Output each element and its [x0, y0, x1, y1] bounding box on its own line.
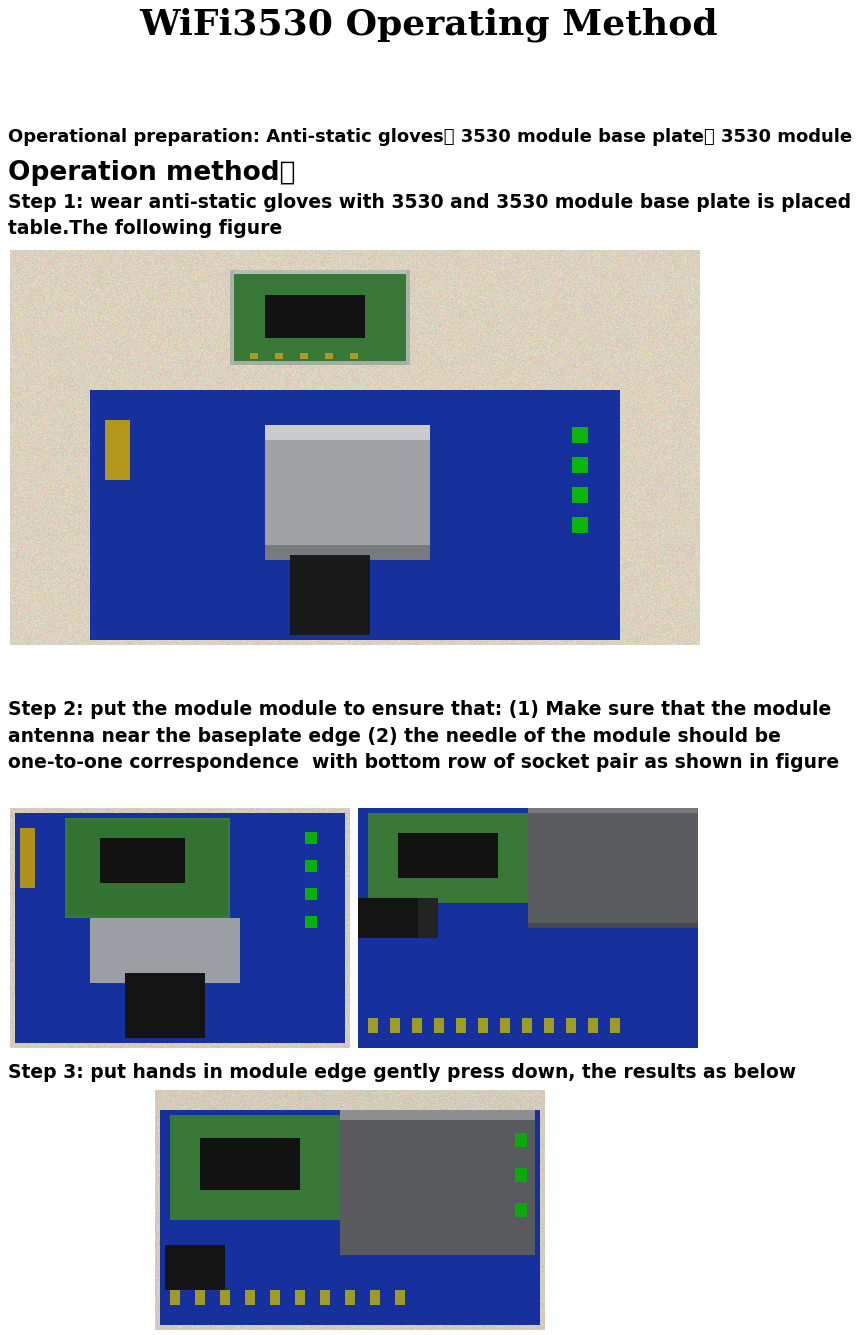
Text: Operational preparation: Anti-static gloves、 3530 module base plate、 3530 module: Operational preparation: Anti-static glo… [8, 128, 852, 146]
Text: Step 2: put the module module to ensure that: (1) Make sure that the module
ante: Step 2: put the module module to ensure … [8, 700, 839, 772]
Text: WiFi3530 Operating Method: WiFi3530 Operating Method [140, 8, 718, 43]
Text: Step 3: put hands in module edge gently press down, the results as below: Step 3: put hands in module edge gently … [8, 1063, 796, 1081]
Text: Operation method：: Operation method： [8, 160, 295, 186]
Text: Step 1: wear anti-static gloves with 3530 and 3530 module base plate is placed o: Step 1: wear anti-static gloves with 353… [8, 194, 858, 239]
